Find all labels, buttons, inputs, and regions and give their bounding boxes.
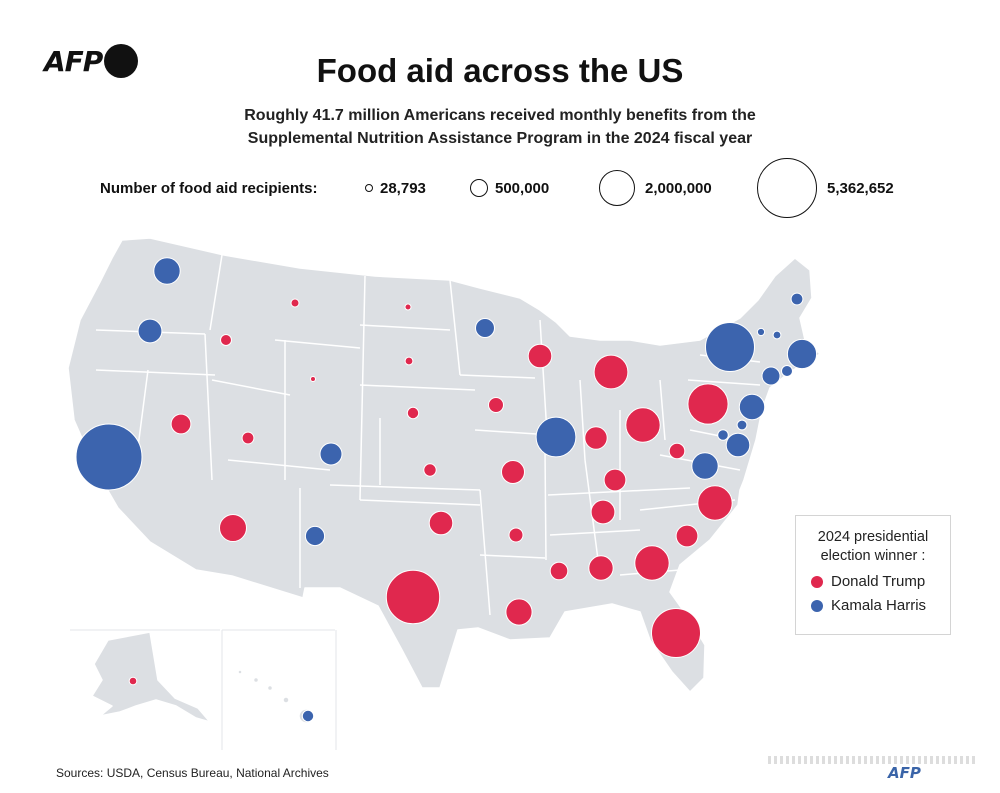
state-bubble-ms	[549, 561, 569, 581]
page-title: Food aid across the US	[316, 52, 684, 89]
state-bubble-vt	[756, 327, 766, 337]
state-bubble-wv	[668, 442, 686, 460]
state-bubble-nd	[404, 303, 412, 311]
state-bubble-wa	[153, 257, 181, 285]
state-bubble-dc	[717, 429, 729, 441]
state-bubble-fl	[651, 608, 701, 658]
harris-color-dot	[811, 599, 823, 612]
trump-color-dot	[811, 575, 823, 588]
state-bubble-ct	[761, 366, 781, 386]
size-legend-value-3: 2,000,000	[645, 180, 712, 197]
state-bubble-ca	[75, 423, 143, 491]
state-bubble-ma	[786, 338, 818, 370]
afp-logo-dot	[104, 44, 139, 78]
watermark-bar	[768, 756, 978, 764]
state-bubble-ks	[423, 463, 437, 477]
state-bubble-tn	[590, 499, 616, 525]
watermark: AFP	[768, 748, 978, 782]
state-bubble-hi	[301, 709, 315, 723]
state-bubble-de	[736, 419, 748, 431]
state-bubble-wy	[310, 376, 316, 382]
subtitle-line-1: Roughly 41.7 million Americans received …	[244, 107, 756, 124]
contiguous-us-shape	[67, 237, 821, 693]
state-bubble-al	[588, 555, 614, 581]
size-legend-circle-2	[470, 179, 488, 197]
state-bubble-md	[725, 432, 751, 458]
state-bubble-id	[220, 334, 232, 346]
subtitle: Roughly 41.7 million Americans received …	[0, 104, 1000, 150]
legend-item-trump: Donald Trump	[811, 573, 950, 590]
state-bubble-mt	[290, 298, 300, 308]
winner-legend: 2024 presidential election winner : Dona…	[795, 515, 951, 635]
state-bubble-sd	[404, 356, 414, 366]
alaska-shape	[91, 631, 211, 723]
state-bubble-il	[535, 416, 577, 458]
state-bubble-ar	[508, 527, 524, 543]
state-bubble-nc	[697, 485, 733, 521]
state-bubble-tx	[385, 569, 441, 625]
state-bubble-oh	[625, 407, 661, 443]
state-bubble-nm	[304, 525, 326, 547]
state-bubble-or	[137, 318, 163, 344]
state-bubble-az	[219, 514, 247, 542]
size-legend-circle-3	[599, 170, 635, 206]
size-legend-circle-4	[757, 158, 817, 218]
state-bubble-ok	[428, 510, 454, 536]
state-bubble-sc	[675, 524, 699, 548]
state-bubble-ne	[406, 406, 420, 420]
state-bubble-ut	[241, 431, 255, 445]
watermark-logo: AFP	[888, 764, 921, 782]
state-bubble-mo	[501, 460, 525, 484]
afp-logo-text: AFP	[44, 44, 103, 78]
state-bubble-ri	[781, 365, 793, 377]
legend-item-harris: Kamala Harris	[811, 597, 950, 614]
state-bubble-nv	[170, 413, 192, 435]
state-bubble-mi	[593, 354, 629, 390]
state-bubble-me	[790, 292, 804, 306]
state-bubble-nj	[738, 393, 766, 421]
state-bubble-va	[691, 452, 719, 480]
hawaii-shape	[237, 669, 314, 724]
state-bubble-ia	[488, 397, 504, 413]
state-bubble-wi	[527, 343, 553, 369]
state-bubble-co	[319, 442, 343, 466]
subtitle-line-2: Supplemental Nutrition Assistance Progra…	[247, 130, 753, 147]
winner-legend-title-line-1: 2024 presidential	[817, 529, 929, 545]
legend-label-harris: Kamala Harris	[831, 597, 927, 614]
legend-label-trump: Donald Trump	[831, 573, 926, 590]
state-bubble-la	[505, 598, 533, 626]
size-legend: Number of food aid recipients: 28,793 50…	[100, 158, 960, 218]
size-legend-circle-1	[365, 184, 373, 192]
size-legend-value-2: 500,000	[495, 180, 550, 197]
map-land	[67, 237, 821, 724]
state-bubble-nh	[772, 330, 782, 340]
size-legend-label: Number of food aid recipients:	[100, 180, 318, 197]
state-bubble-in	[584, 426, 608, 450]
winner-legend-title-line-2: election winner :	[820, 548, 926, 564]
size-legend-value-4: 5,362,652	[827, 180, 894, 197]
state-bubble-ga	[634, 545, 670, 581]
size-legend-value-1: 28,793	[380, 180, 426, 197]
state-bubble-ak	[128, 676, 138, 686]
inset-dividers	[70, 629, 337, 750]
source-note: Sources: USDA, Census Bureau, National A…	[56, 766, 329, 780]
state-bubbles	[75, 257, 818, 723]
afp-logo: AFP	[44, 44, 139, 78]
state-bubble-mn	[475, 318, 495, 338]
winner-legend-title: 2024 presidential election winner :	[796, 528, 950, 566]
state-bubble-ky	[603, 468, 627, 492]
state-bubble-pa	[687, 383, 729, 425]
state-bubble-ny	[705, 322, 755, 372]
